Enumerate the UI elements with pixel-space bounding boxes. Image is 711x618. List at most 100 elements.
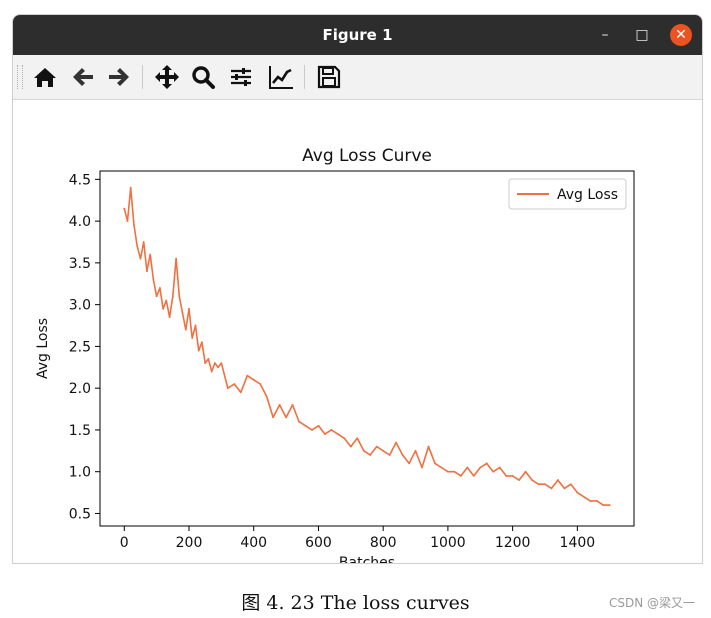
data-point — [544, 483, 546, 486]
data-point — [550, 487, 553, 490]
back-arrow-icon — [73, 68, 93, 86]
subplots-sliders-icon — [231, 68, 251, 86]
data-point — [168, 316, 171, 319]
data-point — [563, 487, 566, 490]
data-point — [171, 295, 174, 298]
data-point — [343, 437, 346, 440]
x-tick-label: 1200 — [495, 535, 531, 551]
data-point — [175, 257, 177, 260]
pan-button[interactable] — [153, 63, 181, 91]
data-point — [453, 470, 456, 473]
data-point — [126, 220, 129, 223]
zoom-button[interactable] — [189, 63, 217, 91]
data-point — [129, 186, 132, 189]
data-point — [434, 462, 436, 465]
data-point — [149, 253, 152, 256]
data-point — [217, 366, 220, 369]
toolbar-separator — [142, 65, 143, 89]
chart-title: Avg Loss Curve — [302, 146, 432, 166]
title-bar[interactable]: Figure 1 – □ ✕ — [13, 15, 702, 55]
data-point — [226, 387, 229, 390]
zoom-magnifier-icon — [192, 66, 215, 89]
data-point — [524, 470, 527, 473]
loss-chart: Avg Loss Curve Batches Avg Loss 0 200 400 600 8… — [35, 146, 635, 563]
data-point — [505, 474, 508, 477]
data-point — [414, 449, 417, 452]
data-point — [201, 341, 203, 344]
data-point — [181, 312, 184, 314]
data-point — [395, 441, 398, 444]
data-point — [375, 445, 378, 448]
y-tick-label: 2.5 — [69, 339, 91, 355]
data-point — [158, 287, 161, 289]
data-point — [155, 295, 158, 298]
figure-canvas[interactable]: Avg Loss Curve Batches Avg Loss 0 200 400 600 8… — [13, 100, 702, 563]
x-tick-label: 400 — [240, 535, 267, 551]
legend-label-avg-loss: Avg Loss — [557, 187, 618, 203]
data-point — [146, 270, 148, 273]
data-point — [304, 424, 307, 427]
x-tick-label: 600 — [305, 535, 332, 551]
data-point — [479, 466, 482, 469]
data-point — [317, 424, 320, 427]
data-point — [511, 474, 514, 477]
data-point — [485, 462, 488, 465]
data-point — [531, 479, 533, 481]
data-point — [537, 483, 540, 486]
data-point — [142, 241, 145, 243]
save-floppy-icon — [317, 65, 341, 89]
data-point — [139, 257, 142, 260]
y-tick-label: 0.5 — [69, 506, 91, 522]
maximize-button[interactable]: □ — [635, 27, 649, 43]
x-tick-label: 200 — [176, 535, 203, 551]
close-button[interactable]: ✕ — [670, 24, 692, 46]
y-tick-label: 3.0 — [69, 298, 91, 314]
data-point — [576, 491, 579, 494]
edit-axis-button[interactable] — [267, 63, 295, 91]
y-tick-label: 1.0 — [69, 465, 91, 481]
y-tick-label: 1.5 — [69, 423, 91, 439]
x-tick-label: 1400 — [560, 535, 596, 551]
home-button[interactable] — [31, 63, 59, 91]
data-point — [272, 416, 275, 419]
data-point — [191, 337, 194, 339]
data-point — [194, 324, 197, 327]
data-point — [184, 328, 187, 331]
data-point — [311, 429, 313, 431]
figure-window: Figure 1 – □ ✕ — [12, 14, 703, 564]
data-point — [447, 470, 449, 473]
data-point — [133, 224, 135, 227]
data-point — [213, 362, 216, 365]
data-point — [239, 391, 242, 394]
data-point — [472, 474, 475, 477]
data-point — [298, 420, 300, 423]
back-button[interactable] — [69, 63, 97, 91]
forward-button[interactable] — [105, 63, 133, 91]
minimize-button[interactable]: – — [601, 27, 609, 43]
y-tick-label: 4.5 — [69, 172, 91, 188]
data-point — [336, 433, 339, 436]
data-point — [278, 403, 281, 406]
data-point — [421, 466, 423, 469]
data-point — [492, 470, 495, 473]
data-point — [466, 466, 469, 469]
data-point — [178, 295, 181, 298]
legend-box — [508, 178, 627, 210]
data-point — [165, 299, 168, 302]
save-button[interactable] — [315, 63, 343, 91]
data-point — [498, 466, 501, 469]
data-point — [204, 362, 207, 365]
data-point — [440, 466, 443, 469]
edit-axis-curve-icon — [269, 66, 293, 89]
data-point — [589, 500, 592, 502]
data-point — [518, 479, 521, 481]
data-point — [265, 395, 268, 398]
data-point — [233, 383, 236, 385]
data-point — [246, 374, 249, 377]
x-tick-label: 800 — [370, 535, 397, 551]
subplots-button[interactable] — [227, 63, 255, 91]
x-tick-label: 1000 — [430, 535, 466, 551]
x-axis-label: Batches — [339, 555, 395, 563]
toolbar-separator — [304, 65, 305, 89]
toolbar-grip-handle[interactable] — [17, 65, 23, 89]
